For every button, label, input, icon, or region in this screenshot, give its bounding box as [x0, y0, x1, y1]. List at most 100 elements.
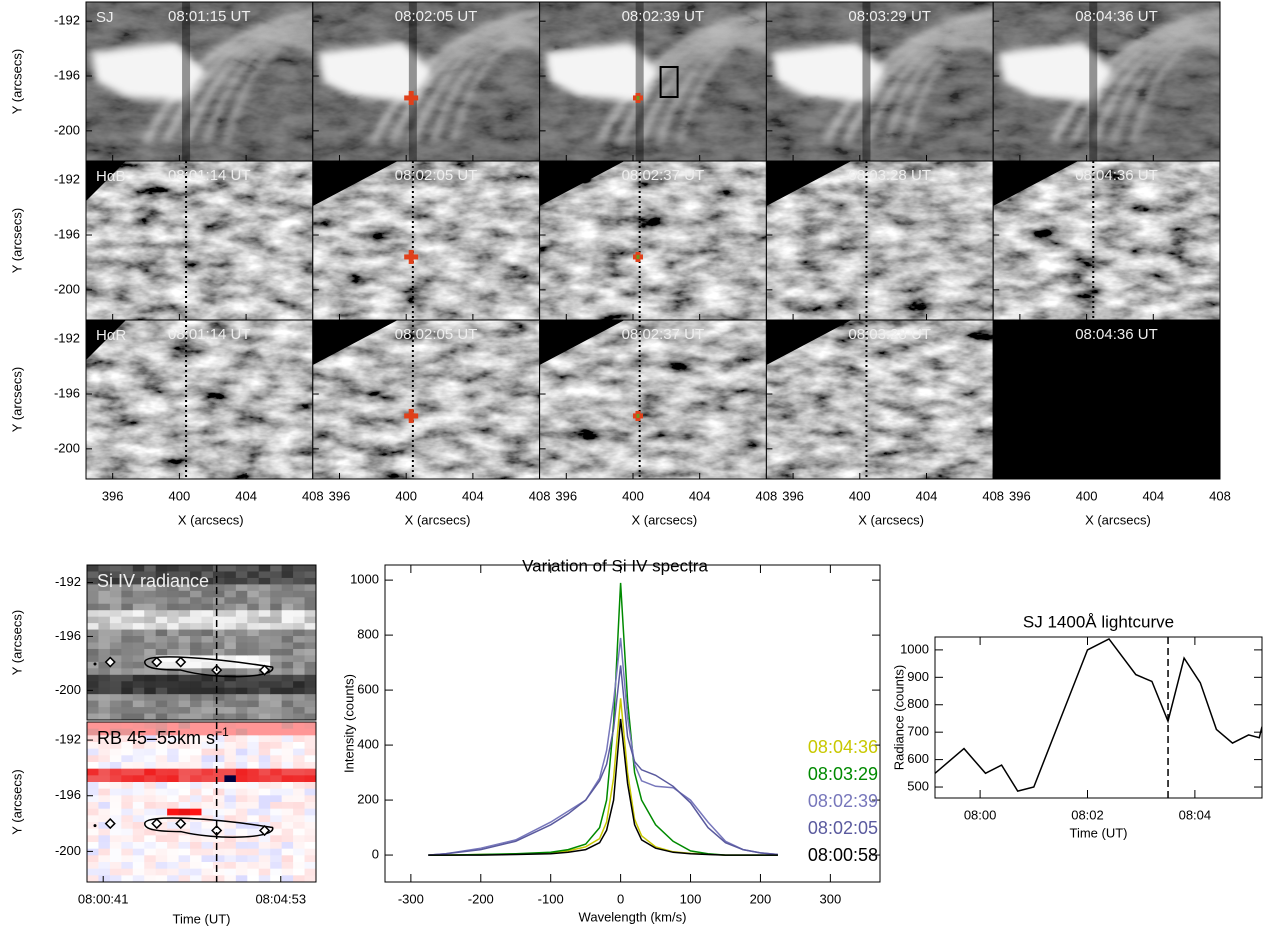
y-tick-label: 500 [907, 778, 929, 793]
time-label: 08:03:28 UT [848, 167, 931, 184]
x-tick-label: 408 [302, 488, 324, 503]
image-texture [539, 320, 767, 479]
diamond [259, 664, 271, 676]
panel-frame [992, 319, 1221, 480]
y-tick-label: -200 [54, 281, 80, 296]
panel-frame [86, 721, 317, 883]
slit [408, 2, 417, 161]
marker [404, 249, 419, 264]
y-axis-label: Radiance (counts) [891, 665, 906, 771]
series-line [935, 637, 1262, 792]
x-tick-label: -100 [538, 891, 564, 906]
y-tick-label: -200 [54, 122, 80, 137]
x-tick-label: 100 [680, 891, 702, 906]
bright-loop [204, 37, 313, 143]
diamond [104, 818, 116, 830]
y-axis-label: Y (arcsecs) [9, 610, 24, 676]
bright-loop [1090, 30, 1221, 143]
x-tick-label: 08:02 [1071, 807, 1104, 822]
image-panel [312, 320, 540, 479]
image-texture [312, 320, 540, 479]
time-label: 08:02:05 UT [395, 8, 478, 25]
x-tick-label: 396 [782, 488, 804, 503]
y-tick-label: -200 [54, 440, 80, 455]
x-tick-label: -200 [468, 891, 494, 906]
time-label: 08:02:37 UT [622, 167, 705, 184]
y-tick-label: -192 [55, 732, 81, 747]
y-tick-label: 1000 [900, 641, 929, 656]
x-tick-label: 300 [820, 891, 842, 906]
x-tick-label: 396 [102, 488, 124, 503]
bright-loop [596, 10, 767, 144]
bright-region [317, 42, 433, 102]
x-tick-label: 404 [1142, 488, 1164, 503]
x-axis-label: Wavelength (km/s) [579, 909, 687, 924]
row-label: HαB [96, 168, 126, 185]
x-tick-label: 404 [235, 488, 257, 503]
x-tick-label: 408 [529, 488, 551, 503]
marker [632, 251, 643, 262]
y-tick-label: 1000 [350, 572, 379, 587]
bright-region [91, 42, 206, 102]
image-panel [87, 722, 317, 883]
slit [182, 2, 191, 161]
image-panel [312, 2, 540, 161]
blank-corner [766, 161, 852, 206]
image-panel [993, 2, 1221, 161]
image-texture [993, 320, 1220, 479]
bright-loop [904, 42, 994, 143]
image-panel [86, 320, 313, 479]
x-tick-label: 404 [689, 488, 711, 503]
y-tick-label: 700 [907, 724, 929, 739]
blank-corner [539, 161, 625, 206]
x-tick-label: 08:04 [1179, 807, 1212, 822]
bright-loop [637, 30, 767, 143]
bright-loop [843, 21, 994, 144]
y-tick-label: -200 [55, 843, 81, 858]
marker [404, 408, 419, 423]
blank-corner [766, 320, 852, 365]
time-label: 08:04:36 UT [1075, 167, 1158, 184]
image-texture [766, 320, 994, 479]
diamond [175, 818, 187, 830]
row-label: SJ [96, 9, 114, 26]
bright-loop [1111, 37, 1221, 143]
x-tick-label: 400 [1076, 488, 1098, 503]
x-axis-label: X (arcsecs) [405, 512, 471, 527]
legend-label: 08:02:05 [808, 818, 878, 838]
marker [632, 410, 643, 421]
y-axis-label: Y (arcsecs) [9, 367, 24, 433]
x-tick-label: -300 [398, 891, 424, 906]
diamond [151, 818, 163, 830]
image-panel [993, 161, 1220, 320]
diamond [259, 824, 271, 837]
y-tick-label: 800 [357, 627, 379, 642]
x-tick-label: 408 [1209, 488, 1231, 503]
slit [862, 2, 871, 161]
image-panel [993, 320, 1220, 479]
x-tick-label: 404 [462, 488, 484, 503]
image-panel [312, 161, 540, 320]
y-axis-label: Intensity (counts) [341, 674, 356, 773]
image-texture [766, 161, 994, 320]
time-label: 08:01:14 UT [168, 326, 251, 343]
y-tick-label: -196 [54, 226, 80, 241]
image-panel [87, 565, 317, 721]
bright-region [771, 42, 887, 102]
time-label: 08:04:36 UT [1075, 8, 1158, 25]
y-tick-label: -196 [54, 67, 80, 82]
chart-title: Variation of Si IV spectra [522, 556, 708, 575]
bright-loop [1050, 10, 1221, 144]
x-tick-label: 396 [329, 488, 351, 503]
image-texture [86, 320, 313, 479]
bright-loop [823, 10, 994, 144]
y-tick-label: -196 [54, 385, 80, 400]
diamond [175, 656, 187, 668]
contour [144, 817, 274, 838]
x-tick-label: 396 [555, 488, 577, 503]
time-label: 08:03:28 UT [848, 326, 931, 343]
x-tick-label: 08:00 [964, 807, 997, 822]
y-tick-label: 400 [357, 737, 379, 752]
y-tick-label: -196 [55, 787, 81, 802]
x-axis-label: Time (UT) [172, 911, 230, 926]
